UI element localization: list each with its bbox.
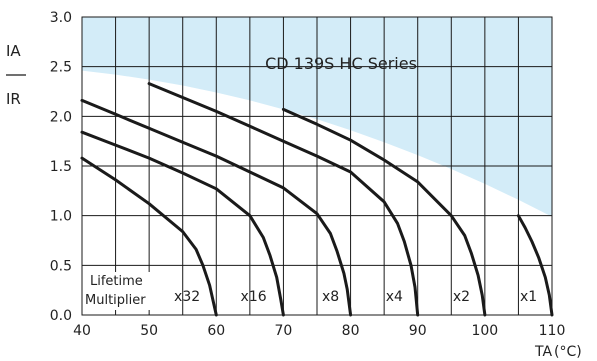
y-tick-label: 3.0	[50, 10, 72, 26]
curve-x2	[281, 107, 487, 317]
x-tick-label: 100	[471, 323, 498, 339]
plot-area	[80, 16, 554, 317]
y-label-bottom: IR	[6, 90, 21, 108]
multiplier-label-x32: x32	[174, 289, 200, 305]
plot-frame	[81, 16, 553, 316]
y-tick-labels: 0.0 0.5 1.0 1.5 2.0 2.5 3.0	[50, 10, 72, 324]
y-label-top: IA	[6, 42, 21, 60]
lifetime-label-line2: Multiplier	[85, 293, 146, 308]
x-label-quantity: TA	[534, 344, 552, 360]
multiplier-labels: x32 x16 x8 x4 x2 x1	[174, 289, 537, 305]
y-tick-label: 2.5	[50, 60, 72, 76]
multiplier-label-x16: x16	[241, 289, 267, 305]
lifetime-curves	[80, 82, 554, 317]
x-axis-label: TA (°C)	[534, 344, 582, 360]
x-tick-label: 70	[275, 323, 293, 339]
multiplier-label-x1: x1	[520, 289, 537, 305]
chart-title: CD 139S HC Series	[265, 54, 417, 73]
x-tick-label: 90	[409, 323, 427, 339]
curve-x8	[80, 98, 353, 317]
curve-x32	[80, 156, 218, 317]
lifetime-label-line1: Lifetime	[90, 274, 143, 289]
grid-horizontal	[82, 66, 552, 266]
curve-x1	[516, 214, 554, 317]
lifetime-multiplier-label: Lifetime Multiplier	[85, 272, 152, 310]
x-tick-label: 110	[539, 323, 566, 339]
y-tick-label: 2.0	[50, 109, 72, 125]
multiplier-label-x2: x2	[453, 289, 470, 305]
x-tick-label: 50	[140, 323, 158, 339]
y-tick-label: 1.0	[50, 209, 72, 225]
y-axis-label: IA IR	[6, 42, 26, 108]
multiplier-label-x8: x8	[322, 289, 339, 305]
x-tick-label: 40	[73, 323, 91, 339]
y-tick-label: 0.0	[50, 308, 72, 324]
x-tick-label: 80	[342, 323, 360, 339]
multiplier-label-x4: x4	[386, 289, 403, 305]
lifetime-label-bg	[86, 272, 152, 310]
x-tick-labels: 40 50 60 70 80 90 100 110	[73, 323, 565, 339]
curve-x16	[80, 130, 285, 317]
y-tick-label: 0.5	[50, 258, 72, 274]
curve-x4	[147, 82, 420, 317]
y-tick-label: 1.5	[50, 159, 72, 175]
x-label-unit: (°C)	[554, 344, 582, 360]
x-tick-label: 60	[207, 323, 225, 339]
